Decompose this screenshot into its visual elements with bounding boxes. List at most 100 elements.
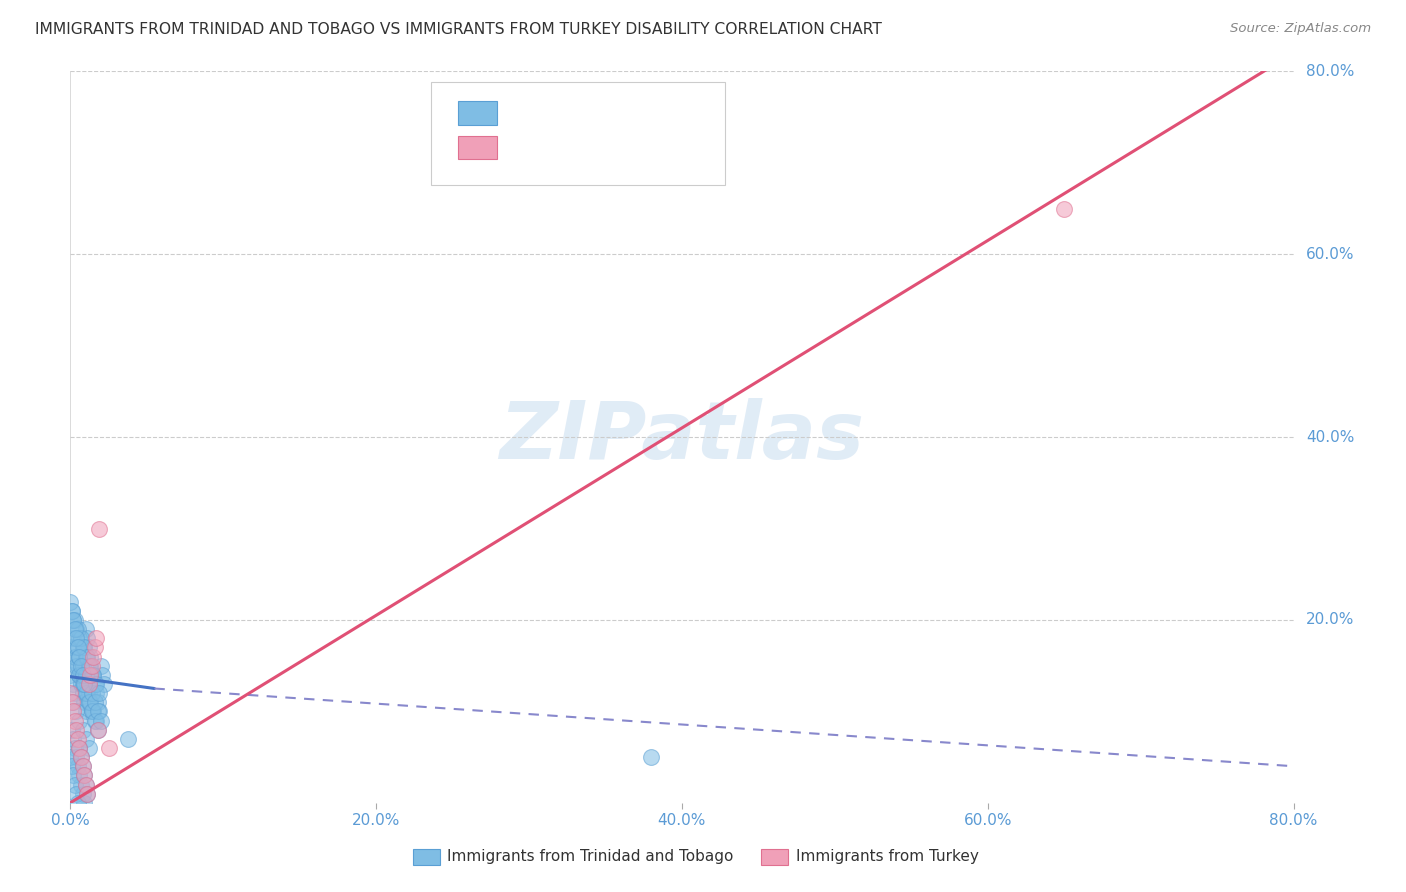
Point <box>66 640 89 655</box>
Point <box>76 787 98 801</box>
Point <box>60 604 83 618</box>
Point <box>76 686 98 700</box>
Point <box>76 632 98 646</box>
Point <box>90 714 112 728</box>
Point <box>80 705 103 719</box>
Point <box>83 640 105 655</box>
Point <box>70 677 93 691</box>
Text: -0.223: -0.223 <box>554 105 609 120</box>
Text: Source: ZipAtlas.com: Source: ZipAtlas.com <box>1230 22 1371 36</box>
Point <box>69 740 91 755</box>
Text: ZIPatlas: ZIPatlas <box>499 398 865 476</box>
Point <box>63 740 86 755</box>
Point <box>60 640 83 655</box>
Point <box>60 695 83 709</box>
Text: R =: R = <box>515 105 547 120</box>
Point <box>65 705 87 719</box>
Point <box>77 658 100 673</box>
Point <box>97 740 120 755</box>
Point <box>84 677 107 691</box>
Point <box>75 686 97 700</box>
Point <box>73 768 96 782</box>
Point <box>72 658 94 673</box>
Point <box>79 658 101 673</box>
Point <box>84 686 107 700</box>
Point <box>83 695 105 709</box>
Point <box>70 777 93 792</box>
Point <box>65 632 87 646</box>
Point <box>70 632 93 646</box>
Text: 0.928: 0.928 <box>554 141 602 156</box>
Point <box>75 777 97 792</box>
Point <box>66 759 89 773</box>
Text: N =: N = <box>605 105 648 120</box>
FancyBboxPatch shape <box>413 849 440 865</box>
Point <box>69 667 91 681</box>
Point <box>62 613 84 627</box>
Point <box>80 667 103 681</box>
Point <box>69 632 91 646</box>
Point <box>77 640 100 655</box>
Text: 114: 114 <box>650 105 681 120</box>
Point <box>76 677 98 691</box>
Point <box>65 787 87 801</box>
Point <box>62 731 84 746</box>
Point <box>77 695 100 709</box>
Point <box>79 649 101 664</box>
Point <box>63 686 86 700</box>
Point <box>69 649 91 664</box>
Point <box>90 658 112 673</box>
Point <box>62 695 84 709</box>
Point <box>73 677 96 691</box>
Point <box>89 521 111 535</box>
Point <box>79 695 101 709</box>
Point <box>65 640 87 655</box>
Point <box>63 649 86 664</box>
Point <box>59 750 82 764</box>
Point <box>73 640 96 655</box>
Point <box>65 622 87 636</box>
Point <box>87 705 110 719</box>
Point <box>1053 202 1076 216</box>
Point <box>70 750 93 764</box>
Text: Immigrants from Turkey: Immigrants from Turkey <box>796 849 979 864</box>
Point <box>79 695 101 709</box>
Point <box>73 768 96 782</box>
Point <box>72 787 94 801</box>
Point <box>84 714 107 728</box>
Point <box>80 705 103 719</box>
Point <box>77 740 100 755</box>
Point <box>76 649 98 664</box>
Point <box>76 787 98 801</box>
Point <box>84 632 107 646</box>
Point <box>62 632 84 646</box>
Point <box>93 677 115 691</box>
Point <box>66 658 89 673</box>
Text: 22: 22 <box>650 141 671 156</box>
Point <box>72 677 94 691</box>
FancyBboxPatch shape <box>432 82 724 185</box>
Point <box>75 667 97 681</box>
Point <box>59 594 82 608</box>
Text: IMMIGRANTS FROM TRINIDAD AND TOBAGO VS IMMIGRANTS FROM TURKEY DISABILITY CORRELA: IMMIGRANTS FROM TRINIDAD AND TOBAGO VS I… <box>35 22 882 37</box>
Point <box>73 796 96 810</box>
Point <box>70 667 93 681</box>
Point <box>75 777 97 792</box>
Point <box>66 731 89 746</box>
Point <box>640 750 662 764</box>
Point <box>66 796 89 810</box>
Point <box>66 622 89 636</box>
Point <box>83 714 105 728</box>
Point <box>79 667 101 681</box>
Point <box>69 740 91 755</box>
Point <box>65 658 87 673</box>
Point <box>87 723 110 737</box>
Point <box>117 731 139 746</box>
Point <box>63 613 86 627</box>
Point <box>82 667 104 681</box>
Point <box>75 622 97 636</box>
Point <box>89 705 111 719</box>
Point <box>63 714 86 728</box>
Point <box>82 649 104 664</box>
FancyBboxPatch shape <box>762 849 789 865</box>
